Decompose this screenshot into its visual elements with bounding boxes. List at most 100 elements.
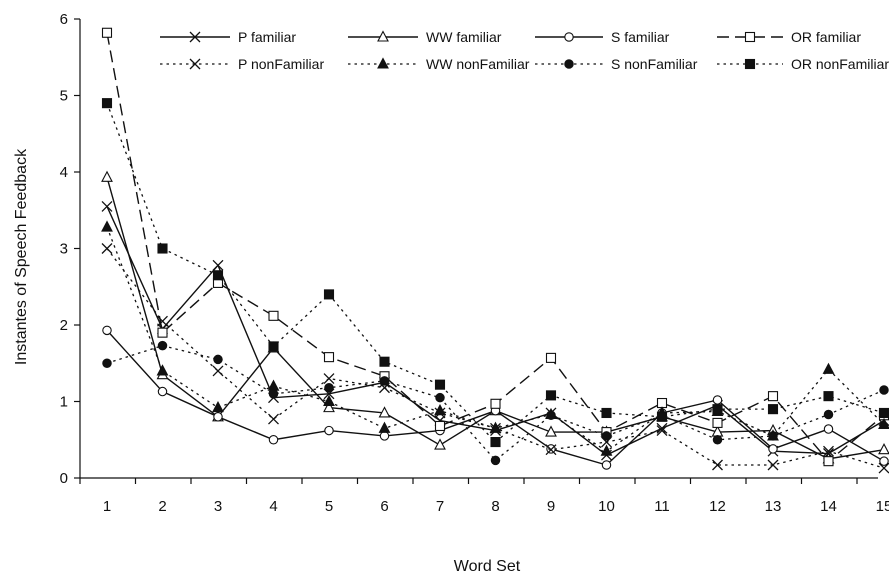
data-point-or-nonfamiliar [157, 243, 168, 254]
legend-marker [377, 57, 389, 69]
legend-entry-or-nonfamiliar: OR nonFamiliar [717, 56, 889, 72]
data-point-s-nonfamiliar [435, 392, 445, 403]
data-point-s-nonfamiliar [213, 354, 223, 365]
y-tick-label: 3 [60, 241, 68, 258]
series-line-ww-familiar [106, 177, 885, 460]
data-point-or-familiar [157, 327, 168, 338]
x-tick-label: 7 [436, 498, 444, 515]
x-tick-label: 1 [103, 498, 111, 515]
data-point-or-nonfamiliar [878, 407, 889, 419]
legend-entry-p-nonfamiliar: P nonFamiliar [160, 56, 324, 72]
y-tick-label: 0 [60, 470, 68, 487]
legend-marker [744, 31, 756, 43]
data-point-p-nonfamiliar [212, 365, 224, 377]
legend-entry-ww-nonfamiliar: WW nonFamiliar [348, 56, 530, 72]
x-tick-label: 10 [598, 498, 615, 515]
data-point-p-nonfamiliar [101, 243, 113, 254]
data-point-s-familiar [768, 444, 778, 454]
data-point-or-nonfamiliar [656, 411, 668, 422]
legend-marker [189, 31, 201, 43]
data-point-or-familiar [323, 352, 335, 363]
legend-label: WW familiar [426, 29, 502, 45]
data-point-or-nonfamiliar [767, 404, 779, 415]
x-tick-label: 14 [820, 498, 837, 515]
legend-label: P familiar [238, 29, 296, 45]
series-layer [101, 27, 889, 474]
legend-label: S nonFamiliar [611, 56, 698, 72]
data-point-or-nonfamiliar [379, 356, 390, 367]
y-axis-title: Instantes of Speech Feedback [13, 148, 30, 365]
data-point-or-nonfamiliar [601, 407, 612, 419]
x-tick-label: 5 [325, 498, 333, 515]
data-point-s-nonfamiliar [157, 340, 168, 351]
data-point-or-familiar [101, 27, 113, 38]
legend-entry-s-nonfamiliar: S nonFamiliar [535, 56, 698, 72]
data-point-p-nonfamiliar [157, 315, 168, 327]
data-point-or-familiar [712, 417, 723, 428]
data-point-or-familiar [268, 310, 279, 321]
data-point-s-nonfamiliar [268, 389, 279, 399]
data-point-p-nonfamiliar [268, 413, 279, 425]
series-s-nonfamiliar [102, 340, 889, 466]
legend-label: OR familiar [791, 29, 861, 45]
data-point-ww-familiar [878, 443, 889, 455]
data-point-s-familiar [379, 431, 390, 441]
legend-entry-ww-familiar: WW familiar [348, 29, 502, 45]
data-point-ww-nonfamiliar [822, 362, 835, 374]
y-tick-label: 1 [60, 394, 68, 411]
y-tick-label: 5 [60, 88, 68, 105]
x-ticks: 1 2 3 4 5 6 7 8 9 10 11 12 13 14 15 [79, 478, 889, 515]
y-ticks: 0 1 2 3 4 5 6 [60, 11, 80, 487]
legend-marker [564, 59, 574, 69]
data-point-or-familiar [823, 456, 834, 467]
data-point-or-familiar [656, 397, 668, 409]
data-point-or-nonfamiliar [268, 341, 279, 352]
data-point-ww-familiar [545, 425, 557, 437]
data-point-s-familiar [601, 460, 612, 470]
data-point-s-nonfamiliar [546, 410, 556, 421]
legend-marker [744, 58, 756, 70]
data-point-p-nonfamiliar [712, 459, 723, 471]
data-point-s-familiar [213, 412, 223, 422]
data-point-s-familiar [324, 425, 334, 436]
series-line-or-nonfamiliar [106, 102, 885, 443]
data-point-s-familiar [102, 325, 112, 336]
data-point-ww-nonfamiliar [101, 220, 113, 232]
x-tick-label: 2 [158, 498, 166, 515]
legend-label: OR nonFamiliar [791, 56, 889, 72]
data-point-ww-nonfamiliar [156, 364, 169, 376]
data-point-or-familiar [490, 398, 501, 409]
series-line-ww-nonfamiliar [106, 226, 885, 453]
data-point-p-nonfamiliar [323, 373, 335, 385]
data-point-s-familiar [157, 386, 168, 397]
x-tick-label: 15 [876, 498, 889, 515]
data-point-ww-nonfamiliar [378, 421, 391, 433]
data-point-p-nonfamiliar [656, 425, 668, 437]
series-line-or-familiar [106, 32, 885, 463]
data-point-ww-nonfamiliar [878, 417, 889, 430]
data-point-p-familiar [101, 200, 113, 212]
data-point-or-nonfamiliar [823, 391, 834, 402]
data-point-s-nonfamiliar [712, 434, 723, 445]
legend-label: S familiar [611, 29, 670, 45]
data-point-ww-nonfamiliar [212, 400, 224, 413]
data-point-p-nonfamiliar [545, 444, 557, 456]
data-point-or-nonfamiliar [212, 270, 224, 281]
legend-entry-s-familiar: S familiar [535, 29, 670, 45]
series-or-familiar [101, 27, 889, 467]
data-point-s-familiar [268, 434, 279, 445]
data-point-s-familiar [712, 395, 723, 405]
legend-marker [377, 30, 389, 42]
data-point-s-nonfamiliar [768, 431, 778, 441]
data-point-s-nonfamiliar [324, 382, 334, 393]
data-point-ww-familiar [101, 170, 113, 182]
data-point-s-familiar [879, 456, 889, 466]
data-point-ww-nonfamiliar [267, 379, 280, 391]
data-point-s-nonfamiliar [490, 455, 501, 466]
data-point-or-nonfamiliar [101, 98, 113, 109]
x-tick-label: 4 [269, 498, 277, 515]
series-line-s-nonfamiliar [106, 344, 885, 462]
data-point-s-nonfamiliar [379, 376, 390, 386]
series-or-nonfamiliar [101, 98, 889, 448]
